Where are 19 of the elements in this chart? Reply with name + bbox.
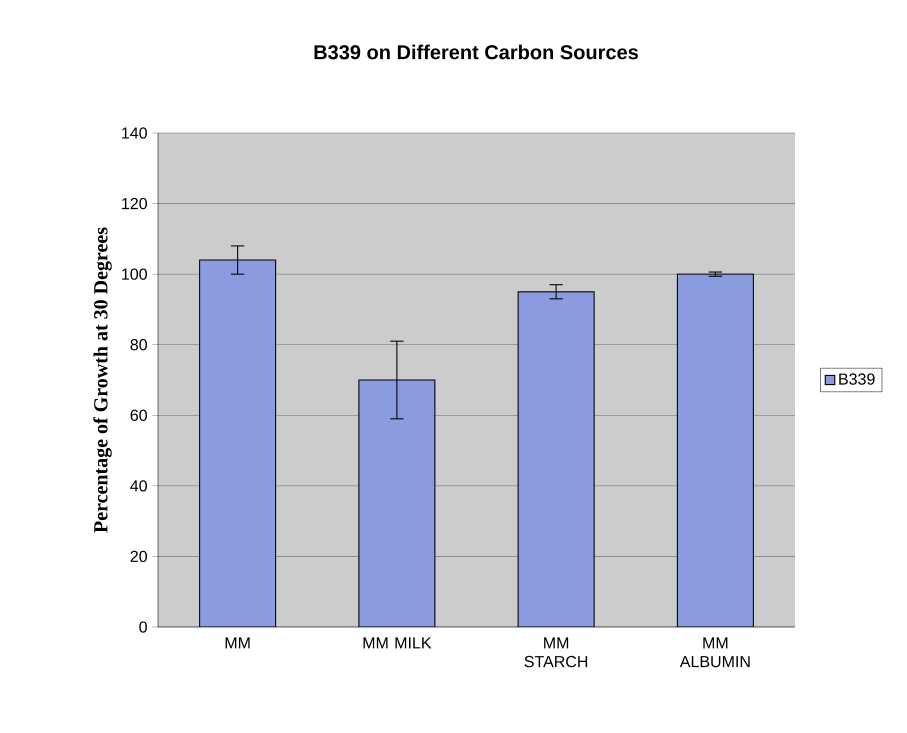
bar <box>676 274 754 627</box>
legend-label: B339 <box>839 373 875 385</box>
y-tick-label: 120 <box>122 198 147 210</box>
x-tick-label: MM ALBUMIN <box>680 637 750 668</box>
x-tick-label: MM <box>226 637 250 648</box>
y-tick-label: 80 <box>130 339 147 350</box>
bar <box>199 259 276 627</box>
y-axis-title: Percentage of Growth at 30 Degrees <box>93 227 112 533</box>
y-tick-label: 100 <box>122 268 147 280</box>
chart-title: B339 on Different Carbon Sources <box>314 44 638 60</box>
bar <box>358 379 436 627</box>
y-tick-label: 40 <box>130 480 147 492</box>
y-tick-label: 140 <box>122 127 147 139</box>
y-tick-label: 60 <box>130 410 147 421</box>
y-tick-label: 0 <box>139 621 147 633</box>
bar <box>518 291 595 627</box>
y-tick-label: 20 <box>130 550 147 562</box>
x-tick-label: MM MILK <box>364 637 432 648</box>
x-tick-label: MM STARCH <box>524 637 588 668</box>
